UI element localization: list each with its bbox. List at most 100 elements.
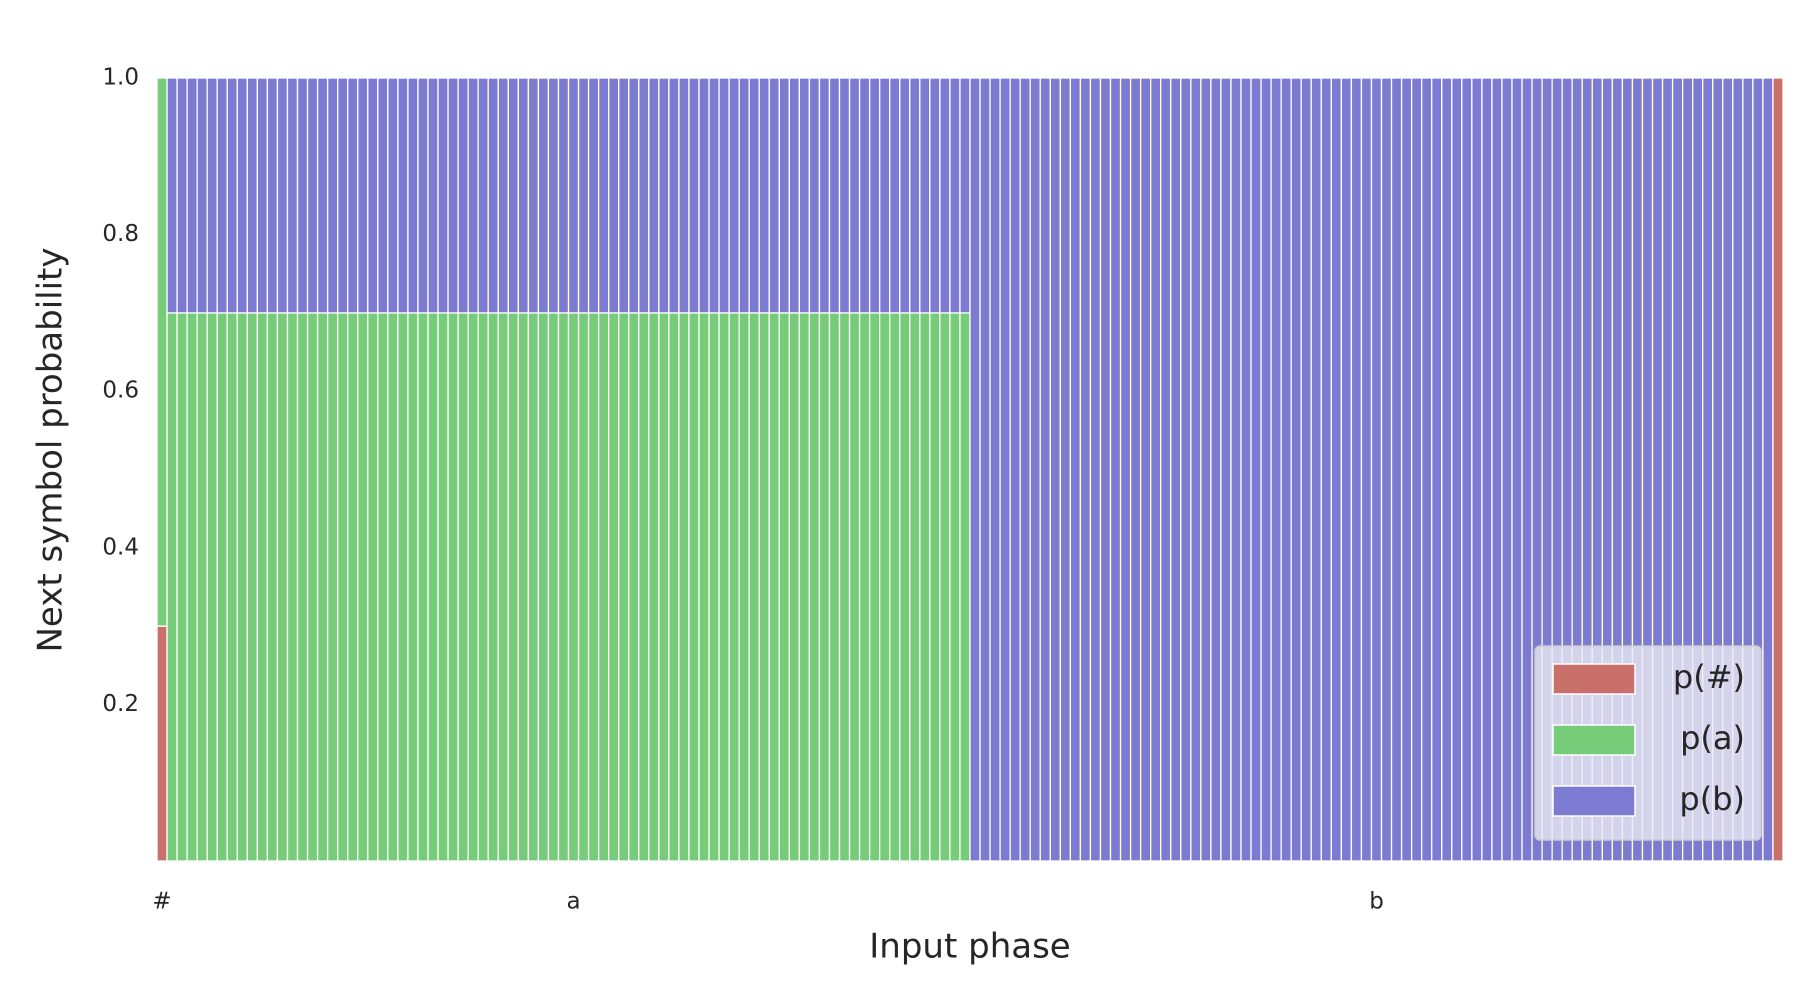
bar-segment	[1119, 77, 1132, 862]
bar-segment	[1240, 77, 1252, 862]
bar-segment	[387, 312, 399, 862]
bar-segment	[658, 77, 670, 314]
bar-segment	[618, 312, 630, 862]
bar-segment	[537, 77, 550, 314]
bar-segment	[899, 312, 911, 862]
bar-segment	[437, 312, 449, 862]
bar-segment	[1250, 77, 1262, 862]
bar-segment	[1190, 77, 1202, 862]
bar-segment	[909, 77, 921, 314]
bar-segment	[608, 77, 620, 314]
bar-segment	[377, 312, 389, 862]
bar-segment	[387, 77, 399, 314]
bar-segment	[407, 77, 419, 314]
bar-segment	[296, 312, 309, 862]
bar-segment	[1059, 77, 1072, 862]
bar-segment	[798, 312, 811, 862]
bar-segment	[1200, 77, 1212, 862]
bar-segment	[1069, 77, 1082, 862]
bar-segment	[919, 77, 931, 314]
bar-segment	[487, 312, 499, 862]
bar-segment	[246, 312, 259, 862]
bar-segment	[1350, 77, 1363, 862]
bar-segment	[1270, 77, 1282, 862]
bar-segment	[477, 77, 489, 314]
bar-segment	[196, 77, 208, 314]
bar-segment	[838, 77, 851, 314]
bar-segment	[768, 77, 780, 314]
bar-segment	[868, 77, 881, 314]
legend-swatch	[1552, 663, 1636, 695]
bar-segment	[557, 312, 570, 862]
bar-segment	[1511, 77, 1523, 862]
bar-segment	[788, 77, 801, 314]
bar-segment	[879, 77, 891, 314]
bar-segment	[1330, 77, 1343, 862]
bar-segment	[959, 77, 971, 314]
bar-segment	[858, 77, 871, 314]
bar-segment	[1431, 77, 1443, 862]
bar-segment	[1762, 77, 1774, 862]
bar-segment	[507, 77, 519, 314]
bar-segment	[507, 312, 519, 862]
bar-segment	[1451, 77, 1463, 862]
bar-segment	[226, 312, 238, 862]
bar-segment	[718, 312, 730, 862]
bar-segment	[487, 77, 499, 314]
bar-segment	[597, 312, 610, 862]
bar-segment	[668, 312, 680, 862]
bar-segment	[1009, 77, 1021, 862]
bar-segment	[1320, 77, 1332, 862]
bar-segment	[156, 625, 168, 862]
bar-segment	[527, 77, 540, 314]
bar-segment	[1370, 77, 1383, 862]
bar-segment	[1441, 77, 1453, 862]
bar-segment	[467, 312, 479, 862]
bar-segment	[808, 312, 821, 862]
bar-segment	[256, 312, 269, 862]
y-tick-label: 0.8	[102, 221, 139, 247]
bar-segment	[798, 77, 811, 314]
bars	[156, 77, 1784, 862]
bar-segment	[949, 312, 961, 862]
bar-segment	[788, 312, 801, 862]
bar-segment	[266, 77, 279, 314]
bar-segment	[758, 312, 770, 862]
bar-segment	[316, 77, 329, 314]
bar-segment	[1310, 77, 1322, 862]
bar-segment	[236, 77, 248, 314]
bar-segment	[226, 77, 238, 314]
bar-segment	[1461, 77, 1473, 862]
bar-segment	[1079, 77, 1092, 862]
bar-segment	[286, 312, 299, 862]
y-tick-label: 1.0	[102, 65, 139, 91]
bar-segment	[678, 77, 690, 314]
bar-segment	[628, 312, 640, 862]
bar-segment	[879, 312, 891, 862]
bar-segment	[838, 312, 851, 862]
bar-segment	[216, 77, 228, 314]
bar-segment	[768, 312, 780, 862]
bar-segment	[587, 312, 600, 862]
bar-segment	[397, 312, 409, 862]
legend-label: p(b)	[1679, 780, 1745, 818]
bar-segment	[688, 77, 700, 314]
bar-segment	[638, 312, 650, 862]
bar-segment	[889, 77, 901, 314]
bar-segment	[447, 77, 459, 314]
bar-segment	[547, 312, 560, 862]
y-tick-label: 0.6	[102, 378, 139, 404]
bar-segment	[206, 77, 218, 314]
bar-segment	[858, 312, 871, 862]
bar-segment	[899, 77, 911, 314]
x-tick-label: #	[152, 889, 171, 915]
bar-segment	[176, 77, 188, 314]
bar-segment	[417, 77, 429, 314]
bar-segment	[286, 77, 299, 314]
x-tick-label: b	[1369, 889, 1384, 915]
bar-segment	[808, 77, 821, 314]
y-tick-label: 0.4	[102, 534, 139, 560]
bar-segment	[326, 312, 339, 862]
bar-segment	[738, 312, 750, 862]
bar-segment	[618, 77, 630, 314]
